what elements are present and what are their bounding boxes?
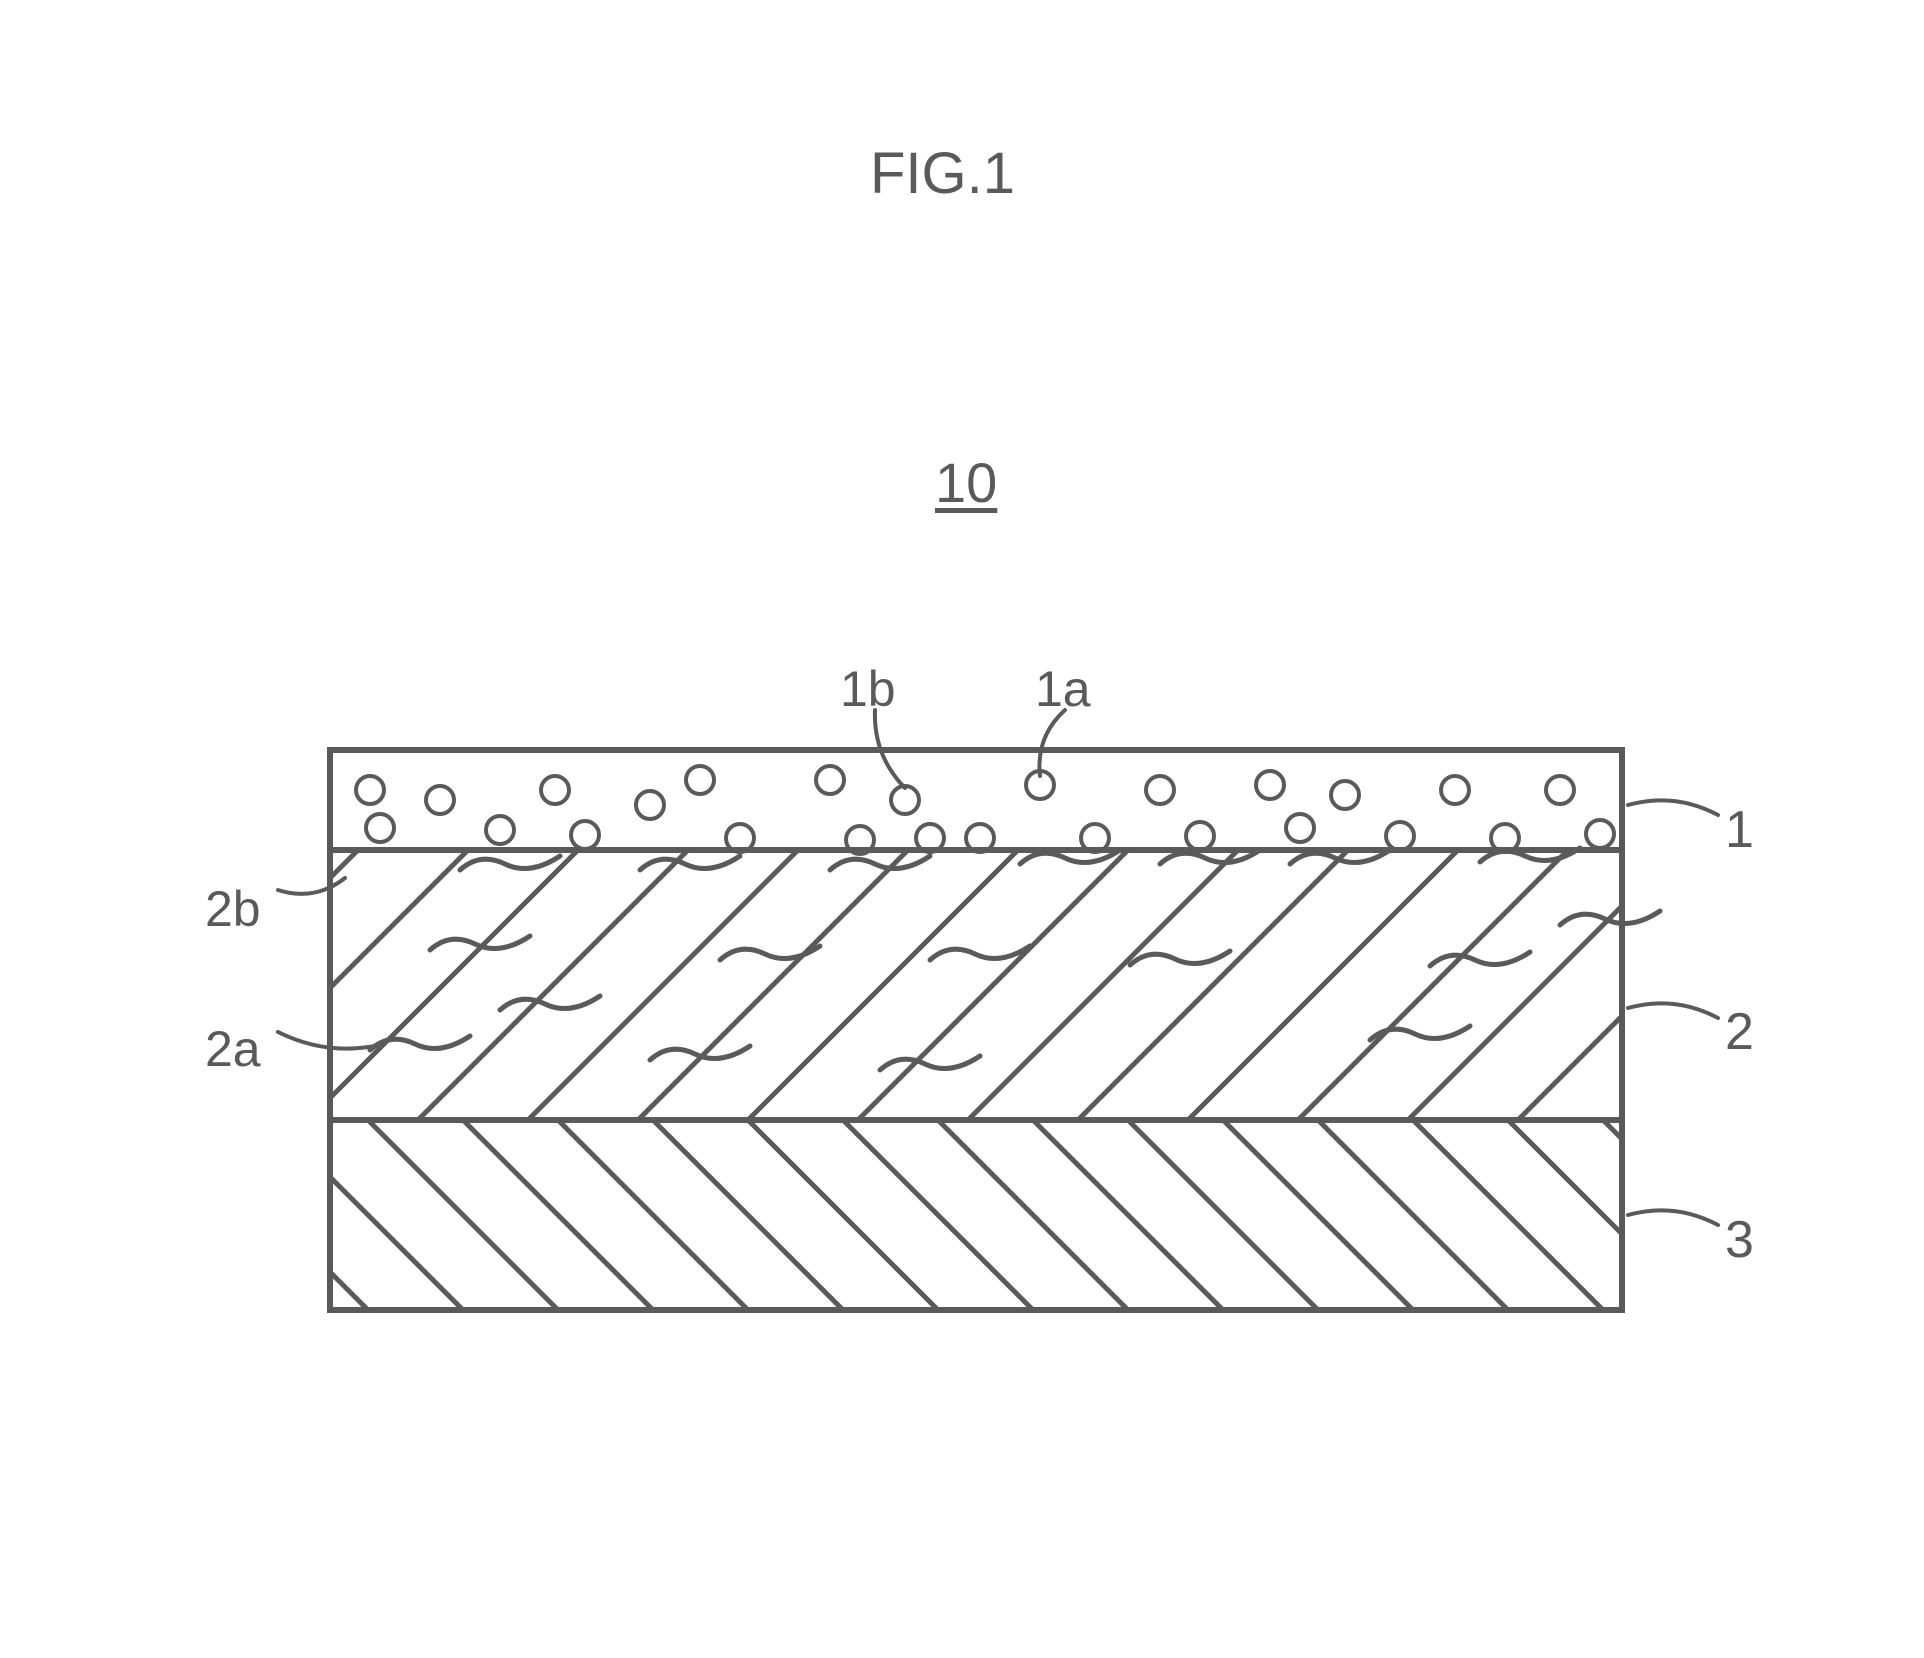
callout-2: 2 <box>1725 1002 1754 1062</box>
figure-canvas: FIG.1 10 1b1a1232b2a <box>0 0 1924 1658</box>
callout-3: 3 <box>1725 1210 1754 1270</box>
callout-1: 1 <box>1725 800 1754 860</box>
callout-2b: 2b <box>205 880 261 938</box>
callout-1a: 1a <box>1035 660 1091 718</box>
diagram-svg <box>0 0 1924 1658</box>
callout-2a: 2a <box>205 1020 261 1078</box>
callout-1b: 1b <box>840 660 896 718</box>
